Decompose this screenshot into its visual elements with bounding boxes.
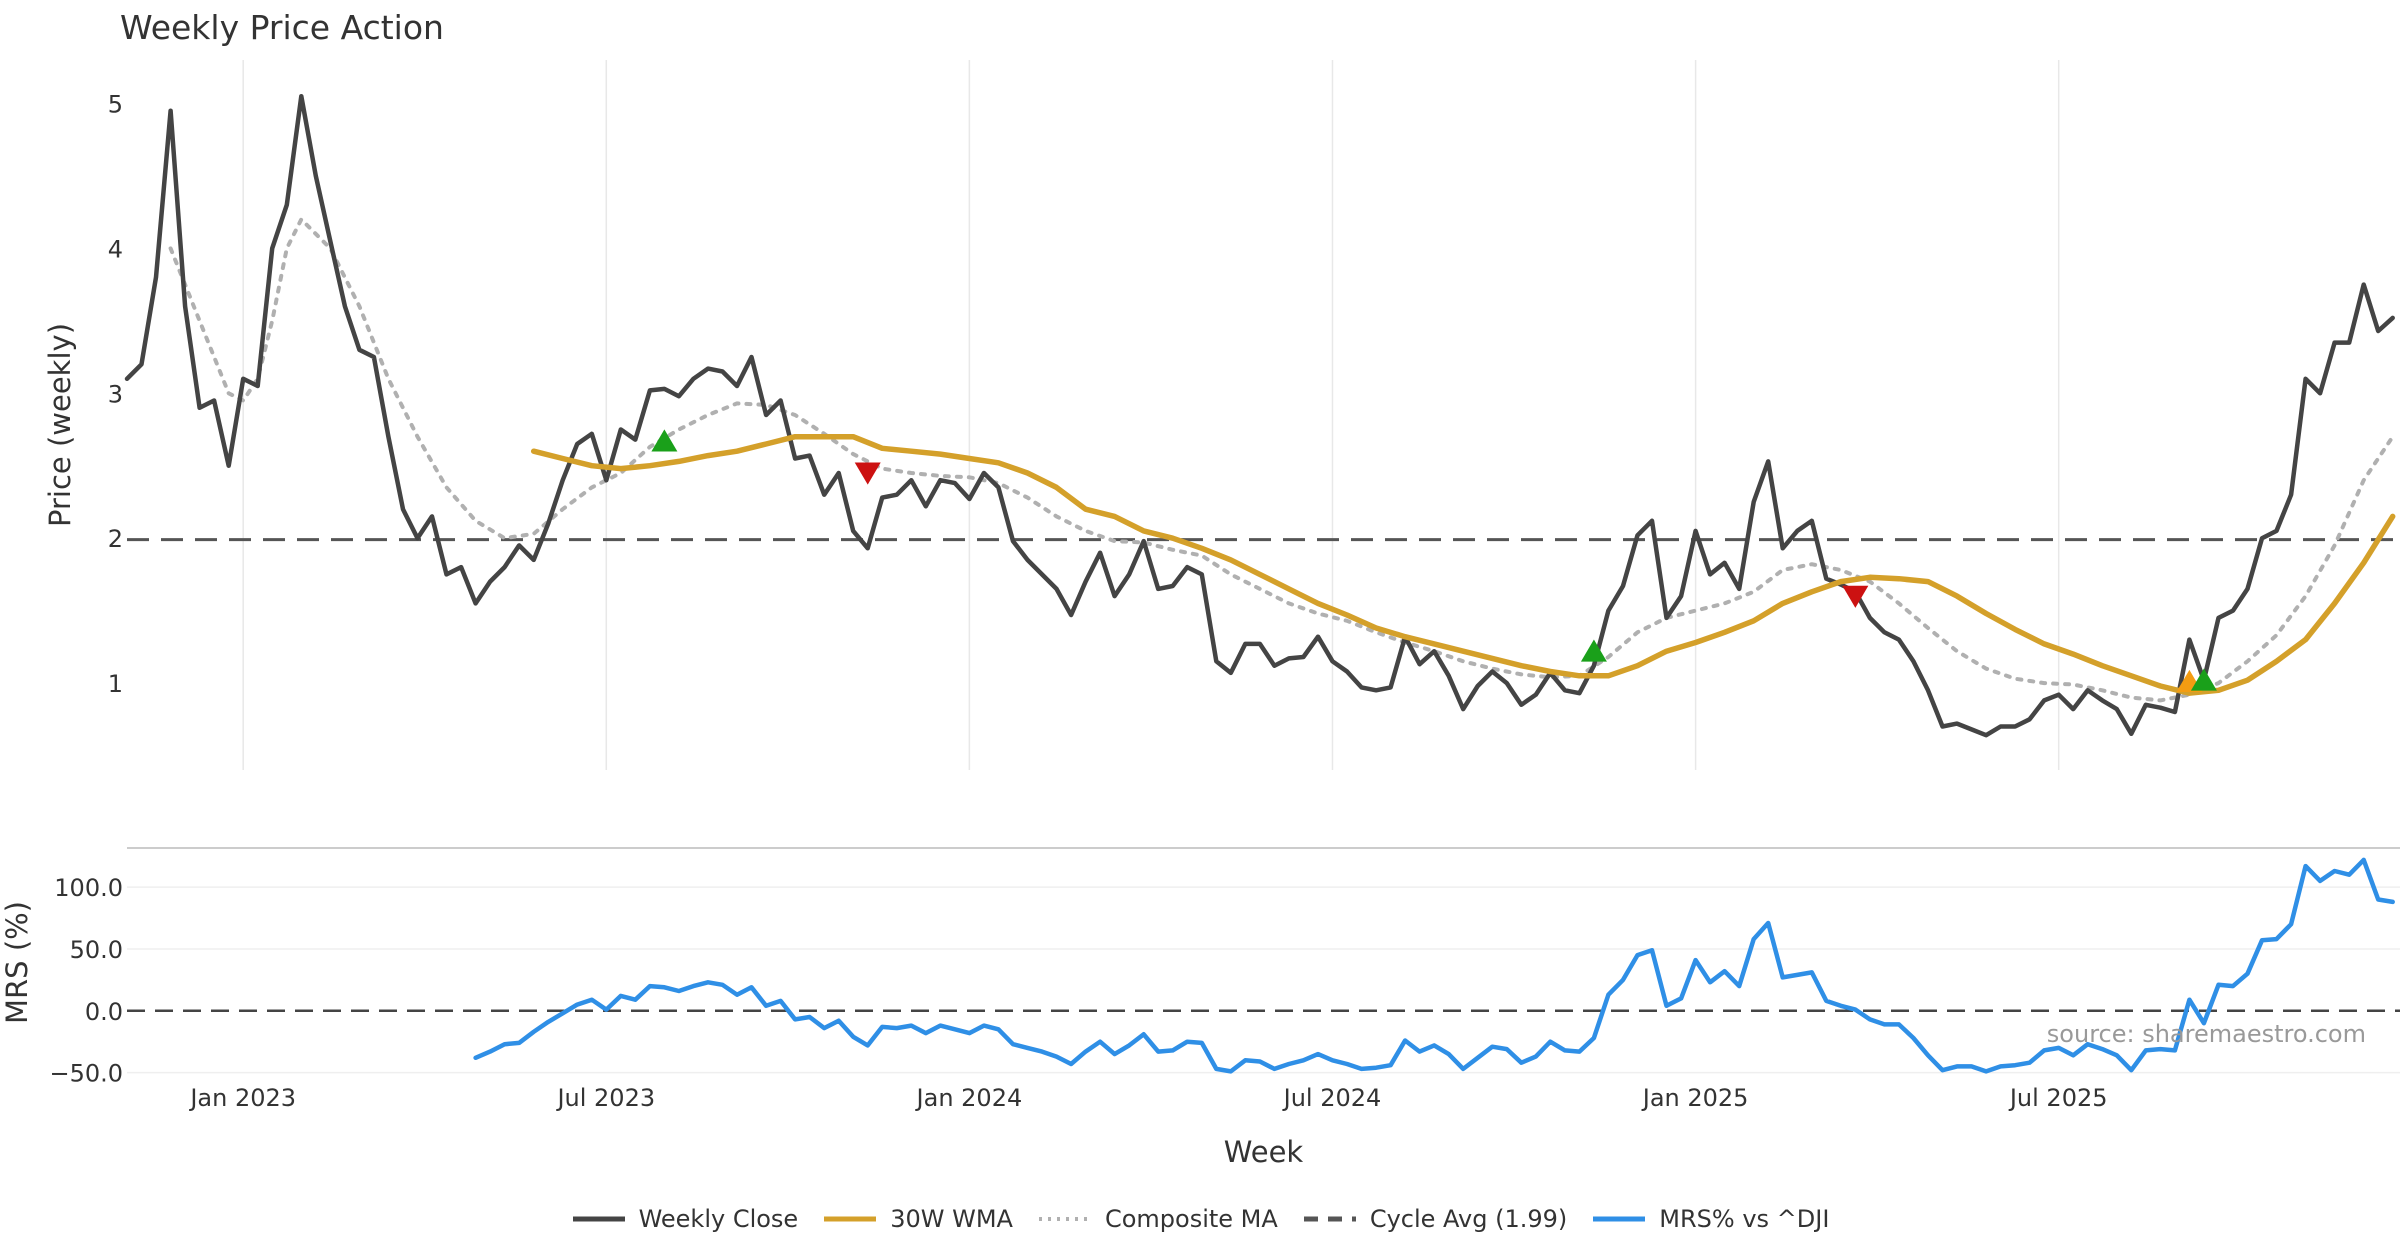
x-tick-label: Jan 2025	[1641, 1084, 1749, 1112]
mrs-panel	[127, 857, 2400, 1074]
y-tick-label: 100.0	[54, 874, 123, 902]
sell-signal-marker	[1842, 585, 1869, 608]
y-tick-label: 2	[108, 525, 123, 553]
y-axis-label: MRS (%)	[0, 901, 34, 1024]
y-tick-label: 50.0	[70, 936, 123, 964]
legend-swatch	[1303, 1216, 1356, 1222]
y-tick-label: −50.0	[49, 1060, 123, 1088]
legend-item: Composite MA	[1037, 1205, 1278, 1233]
x-tick-label: Jul 2023	[555, 1084, 655, 1112]
legend-swatch	[1038, 1217, 1091, 1221]
legend-item: Cycle Avg (1.99)	[1302, 1205, 1567, 1233]
weekly-close-line	[124, 93, 2395, 738]
mrs-line	[473, 857, 2395, 1074]
legend-label: 30W WMA	[890, 1205, 1013, 1233]
legend-label: Cycle Avg (1.99)	[1369, 1205, 1568, 1233]
composite-ma-line	[168, 217, 2395, 703]
legend-label: Composite MA	[1104, 1205, 1278, 1233]
y-tick-label: 3	[108, 380, 123, 408]
chart-title: Weekly Price Action	[120, 8, 444, 47]
grid-layer	[127, 60, 2400, 1074]
legend-swatch	[1593, 1216, 1646, 1222]
y-axis-label: Price (weekly)	[43, 323, 77, 527]
buy-signal-marker	[651, 429, 678, 452]
legend-label: MRS% vs ^DJI	[1659, 1205, 1830, 1233]
sell-signal-marker	[854, 462, 881, 485]
legend-item: Weekly Close	[571, 1205, 799, 1233]
x-tick-label: Jan 2023	[188, 1084, 296, 1112]
legend-item: MRS% vs ^DJI	[1591, 1205, 1829, 1233]
legend-label: Weekly Close	[638, 1205, 799, 1233]
y-tick-label: 0.0	[85, 998, 123, 1026]
legend-item: 30W WMA	[822, 1205, 1013, 1233]
x-axis-label: Week	[1224, 1135, 1304, 1169]
y-tick-label: 1	[108, 670, 123, 698]
x-tick-label: Jan 2024	[915, 1084, 1023, 1112]
wma-line	[530, 433, 2396, 696]
legend-swatch	[572, 1216, 625, 1222]
price-chart: 1 2 3 4 5 Price (weekly) 100.0 50.0 0.0 −50.0 MRS …	[0, 60, 2400, 1169]
price-panel	[124, 93, 2400, 738]
buy-signal-marker	[1580, 639, 1607, 662]
buy-signal-marker	[2190, 668, 2217, 691]
y-tick-label: 4	[108, 235, 123, 263]
x-tick-label: Jul 2025	[2008, 1084, 2108, 1112]
legend-swatch	[824, 1216, 877, 1222]
chart-legend: Weekly Close 30W WMA Composite MA Cycle Avg…	[0, 1205, 2400, 1233]
y-tick-label: 5	[108, 90, 123, 118]
axes-layer: 1 2 3 4 5 Price (weekly) 100.0 50.0 0.0 −50.0 MRS …	[0, 90, 2108, 1169]
x-tick-label: Jul 2024	[1282, 1084, 1382, 1112]
source-note: source: sharemaestro.com	[2046, 1020, 2366, 1048]
